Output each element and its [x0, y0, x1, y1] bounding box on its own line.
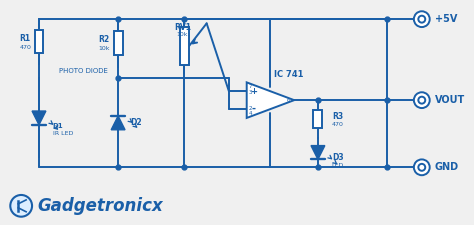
Circle shape: [419, 97, 425, 104]
Text: 4: 4: [249, 111, 252, 116]
Text: 6: 6: [287, 98, 290, 103]
Text: R1: R1: [19, 34, 31, 43]
Text: -: -: [252, 104, 255, 114]
Polygon shape: [32, 111, 46, 125]
Polygon shape: [111, 116, 125, 130]
Circle shape: [10, 195, 32, 217]
Text: +: +: [250, 87, 257, 96]
Text: 7: 7: [249, 84, 252, 89]
Text: 470: 470: [332, 122, 344, 127]
Text: Gadgetronicx: Gadgetronicx: [37, 197, 163, 215]
Circle shape: [414, 11, 430, 27]
Text: 2: 2: [249, 106, 252, 110]
Circle shape: [419, 16, 425, 23]
Text: RV1: RV1: [174, 22, 191, 32]
Text: VOUT: VOUT: [435, 95, 465, 105]
Text: 3: 3: [249, 90, 252, 95]
Circle shape: [419, 164, 425, 171]
Text: +5V: +5V: [435, 14, 457, 24]
Text: 10k: 10k: [177, 32, 188, 38]
Bar: [114, 31, 123, 55]
Circle shape: [414, 160, 430, 175]
Text: R2: R2: [99, 35, 110, 44]
Polygon shape: [246, 82, 294, 118]
Text: D2: D2: [130, 118, 142, 127]
Bar: [313, 110, 322, 128]
Text: 470: 470: [19, 45, 31, 50]
Bar: [180, 27, 189, 65]
Text: LED: LED: [332, 163, 344, 168]
Text: IC 741: IC 741: [273, 70, 303, 79]
Text: D1: D1: [53, 123, 64, 129]
Circle shape: [414, 92, 430, 108]
Text: PHOTO DIODE: PHOTO DIODE: [59, 68, 108, 74]
Bar: [35, 30, 44, 52]
Polygon shape: [311, 146, 325, 160]
Text: D3: D3: [332, 153, 343, 162]
Text: 10k: 10k: [99, 46, 110, 51]
Text: GND: GND: [435, 162, 459, 172]
Text: IR LED: IR LED: [53, 131, 73, 136]
Text: R3: R3: [332, 112, 343, 122]
